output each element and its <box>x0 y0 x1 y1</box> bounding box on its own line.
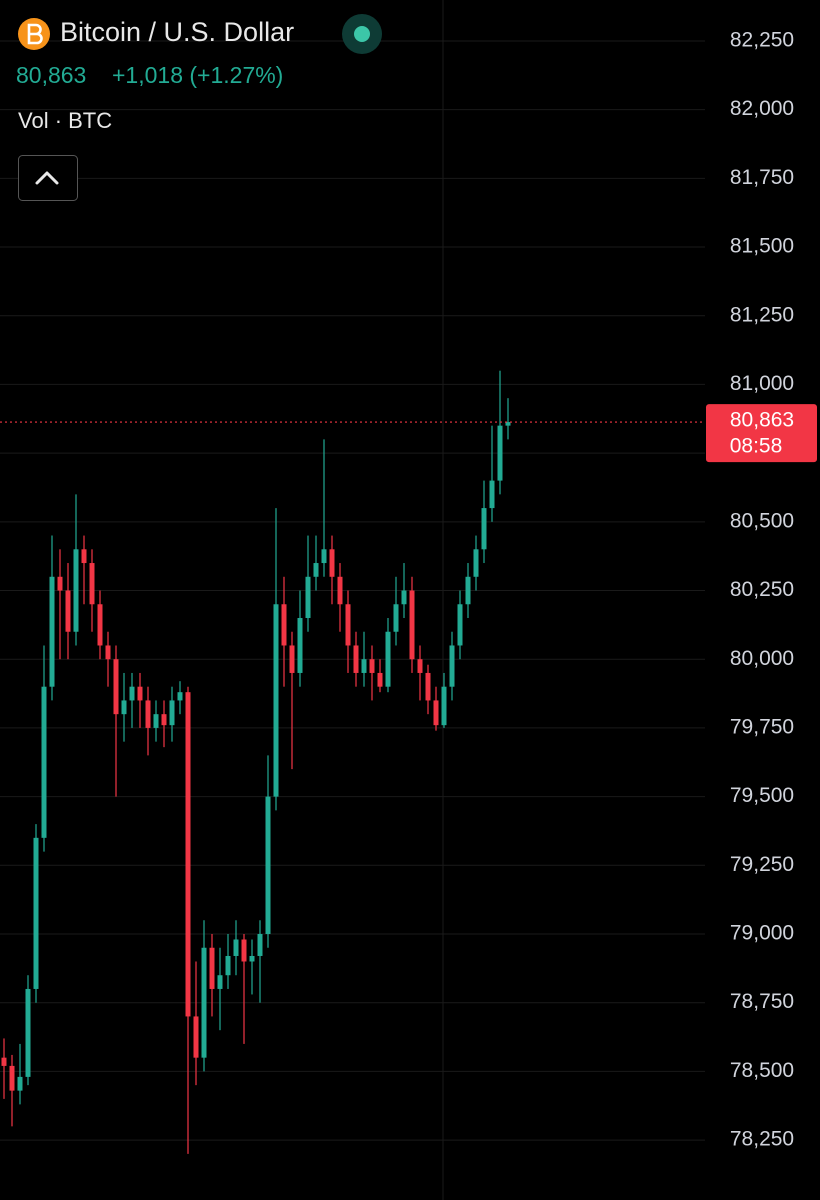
y-tick-label: 81,250 <box>730 303 794 326</box>
candle-body <box>153 714 159 728</box>
candle-body <box>417 659 423 673</box>
candle-body <box>33 837 39 989</box>
candle-body <box>185 692 191 1017</box>
candle-body <box>433 700 439 726</box>
candle-body <box>353 645 359 673</box>
last-price-box <box>706 404 817 463</box>
candle-body <box>17 1076 23 1091</box>
candle-body <box>289 645 295 673</box>
price-axis: 78,250 78,500 78,750 79,000 79,250 79,500 79,7… <box>730 28 794 1150</box>
y-tick-label: 80,500 <box>730 509 794 532</box>
y-tick-label: 81,500 <box>730 235 794 258</box>
candle-body <box>337 576 343 605</box>
candle-body <box>345 604 351 646</box>
candle-body <box>481 508 487 550</box>
y-tick-label: 80,000 <box>730 647 794 670</box>
candle-body <box>305 576 311 618</box>
y-tick-label: 81,000 <box>730 372 794 395</box>
y-tick-label: 79,500 <box>730 784 794 807</box>
y-tick-label: 79,000 <box>730 922 794 945</box>
candle-body <box>385 631 391 687</box>
candle-body <box>137 686 143 701</box>
header-price: 80,863 <box>16 62 86 88</box>
candle-body <box>129 686 135 701</box>
candle-body <box>73 549 79 632</box>
collapse-button[interactable] <box>18 155 78 201</box>
candle-body <box>249 955 255 962</box>
bitcoin-glyph <box>27 23 43 45</box>
candle-body <box>225 955 231 976</box>
candle-body <box>329 549 335 577</box>
candle-body <box>41 686 47 838</box>
chevron-up-icon <box>35 171 59 185</box>
candle-body <box>241 939 247 962</box>
candle-body <box>489 480 495 509</box>
candle-body <box>169 700 175 726</box>
candle-body <box>369 659 375 673</box>
candle-body <box>449 645 455 687</box>
y-tick-label: 78,250 <box>730 1128 794 1151</box>
candle-body <box>233 939 239 956</box>
candle-body <box>193 1016 199 1058</box>
candle-body <box>401 590 407 605</box>
candle-body <box>281 604 287 646</box>
candle-body <box>441 686 447 726</box>
candle-body <box>65 590 71 632</box>
candle-body <box>217 975 223 989</box>
price-tag: 80,863 08:58 <box>0 404 817 463</box>
candle-body <box>257 934 263 956</box>
candle-body <box>361 659 367 673</box>
y-tick-label: 79,750 <box>730 715 794 738</box>
y-tick-label: 78,750 <box>730 990 794 1013</box>
candle-body <box>145 700 151 728</box>
candle-body <box>57 576 63 591</box>
y-tick-label: 82,250 <box>730 28 794 51</box>
candle-body <box>465 576 471 605</box>
candle-body <box>313 563 319 577</box>
candle-body <box>457 604 463 646</box>
candle-body <box>1 1057 7 1066</box>
last-price-label: 80,863 <box>730 409 794 432</box>
candles <box>1 370 511 1154</box>
y-tick-label: 80,250 <box>730 578 794 601</box>
header-change: +1,018 (+1.27%) <box>112 62 283 88</box>
volume-label: Vol · BTC <box>18 108 112 133</box>
candle-body <box>161 714 167 726</box>
symbol-title: Bitcoin / U.S. Dollar <box>60 17 294 47</box>
y-tick-label: 81,750 <box>730 166 794 189</box>
candle-body <box>425 672 431 701</box>
candle-body <box>201 947 207 1058</box>
candle-body <box>89 563 95 605</box>
candle-body <box>9 1065 15 1091</box>
candle-body <box>409 590 415 660</box>
candle-body <box>505 422 511 426</box>
candle-body <box>121 700 127 715</box>
grid <box>0 40 705 1141</box>
candle-body <box>105 645 111 660</box>
candle-body <box>497 425 503 481</box>
countdown-label: 08:58 <box>730 435 783 458</box>
y-tick-label: 82,000 <box>730 97 794 120</box>
candle-body <box>473 549 479 577</box>
candle-body <box>97 604 103 646</box>
candle-body <box>265 796 271 935</box>
candle-body <box>297 617 303 673</box>
status-dot <box>354 26 370 42</box>
candle-body <box>49 576 55 687</box>
candle-body <box>377 672 383 687</box>
candle-body <box>25 988 31 1077</box>
candle-body <box>273 604 279 797</box>
candle-body <box>209 947 215 989</box>
candle-body <box>321 549 327 564</box>
y-tick-label: 78,500 <box>730 1059 794 1082</box>
candle-body <box>393 604 399 632</box>
candle-body <box>113 659 119 715</box>
y-tick-label: 79,250 <box>730 853 794 876</box>
candle-body <box>81 549 87 564</box>
candle-body <box>177 692 183 701</box>
